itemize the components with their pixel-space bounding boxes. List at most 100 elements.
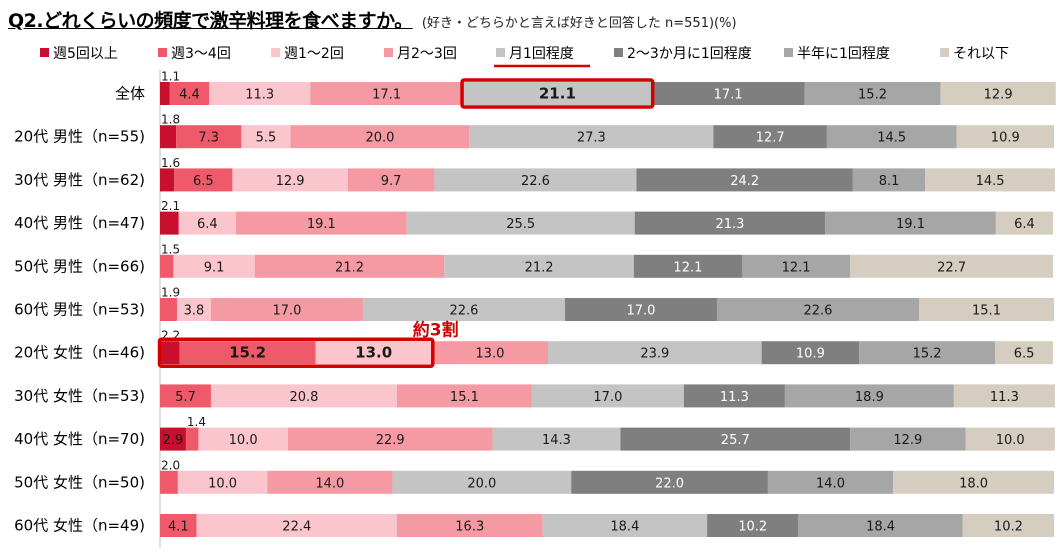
highlight-box-1 bbox=[157, 337, 435, 368]
bar-segment bbox=[798, 514, 963, 537]
value-label: 4.4 bbox=[179, 88, 200, 103]
bar-segment bbox=[160, 254, 174, 278]
value-label: 7.3 bbox=[198, 131, 219, 146]
bar-segment bbox=[178, 211, 236, 235]
value-label: 14.0 bbox=[816, 476, 845, 491]
value-label: 10.0 bbox=[996, 433, 1025, 448]
bar-segment bbox=[177, 470, 268, 494]
bar-segment bbox=[683, 384, 785, 408]
bar-segment bbox=[160, 514, 197, 537]
value-label: 6.4 bbox=[1014, 217, 1035, 232]
legend-label-6: 半年に1回程度 bbox=[797, 46, 890, 62]
category-label: 40代 女性（n=70) bbox=[14, 430, 145, 448]
legend-swatch-4 bbox=[496, 48, 505, 57]
value-label: 18.4 bbox=[610, 520, 639, 535]
legend-swatch-1 bbox=[158, 48, 167, 57]
bar-segment bbox=[406, 211, 635, 235]
bar-segment bbox=[196, 514, 397, 537]
value-label: 13.0 bbox=[355, 344, 392, 362]
bar-segment bbox=[396, 384, 532, 408]
value-label: 25.5 bbox=[506, 217, 535, 232]
value-label: 15.2 bbox=[858, 88, 887, 103]
bar-segment bbox=[620, 427, 851, 451]
bar-segment bbox=[173, 254, 255, 278]
bar-segment bbox=[713, 125, 827, 149]
value-label: 10.2 bbox=[994, 520, 1023, 535]
legend-label-0: 週5回以上 bbox=[53, 46, 118, 62]
value-label: 23.9 bbox=[640, 347, 669, 362]
bar-segment bbox=[956, 125, 1054, 149]
value-label: 1.5 bbox=[161, 242, 180, 256]
bar-segment bbox=[826, 125, 957, 149]
value-label: 15.2 bbox=[229, 344, 266, 362]
value-label: 18.9 bbox=[855, 390, 884, 405]
bar-segment bbox=[542, 514, 708, 537]
bar-segment bbox=[707, 514, 799, 537]
value-label: 12.9 bbox=[984, 88, 1013, 103]
value-label: 21.1 bbox=[539, 85, 576, 103]
value-label: 2.0 bbox=[161, 458, 180, 472]
value-label: 13.0 bbox=[475, 347, 504, 362]
bar-segment bbox=[953, 384, 1055, 408]
bar-segment bbox=[176, 125, 242, 149]
value-label: 10.0 bbox=[229, 433, 258, 448]
bar-segment bbox=[850, 427, 966, 451]
value-label: 21.2 bbox=[335, 260, 364, 275]
legend-swatch-0 bbox=[40, 48, 49, 57]
value-label: 17.0 bbox=[593, 390, 622, 405]
bar-segment bbox=[634, 211, 826, 235]
bar-segment bbox=[392, 470, 572, 494]
bar-segment bbox=[434, 168, 637, 192]
bar-segment bbox=[547, 341, 762, 365]
category-label: 50代 男性（n=66) bbox=[14, 257, 145, 275]
legend-swatch-3 bbox=[384, 48, 393, 57]
highlight-box-0 bbox=[460, 78, 655, 109]
category-label: 50代 女性（n=50) bbox=[14, 473, 145, 491]
bar-segment bbox=[160, 82, 170, 105]
value-label: 11.3 bbox=[720, 390, 749, 405]
bar-segment bbox=[767, 470, 894, 494]
value-label: 11.3 bbox=[245, 88, 274, 103]
bar-segment bbox=[850, 254, 1054, 278]
value-label: 22.0 bbox=[655, 476, 684, 491]
annotation-label: 約3割 bbox=[413, 320, 459, 341]
category-label: 全体 bbox=[115, 85, 145, 103]
value-label: 22.9 bbox=[376, 433, 405, 448]
bar-segment bbox=[531, 384, 684, 408]
value-label: 20.8 bbox=[289, 390, 318, 405]
legend-label-2: 週1～2回 bbox=[284, 46, 344, 62]
chart-subtitle: (好き・どちらかと言えば好きと回答した n=551)(%) bbox=[421, 16, 737, 31]
value-label: 9.7 bbox=[381, 174, 402, 189]
value-label: 6.4 bbox=[197, 217, 218, 232]
bar-segment bbox=[235, 211, 407, 235]
bar-segment bbox=[571, 470, 768, 494]
category-label: 30代 女性（n=53) bbox=[14, 387, 145, 405]
chart-title: Q2.どれくらいの頻度で激辛料理を食べますか。 bbox=[8, 10, 413, 32]
bar-segment bbox=[169, 82, 210, 105]
value-label: 1.1 bbox=[161, 70, 180, 84]
value-label: 20.0 bbox=[467, 476, 496, 491]
value-label: 10.9 bbox=[991, 131, 1020, 146]
value-label: 5.7 bbox=[175, 390, 196, 405]
bar-segment bbox=[315, 341, 432, 365]
value-label: 6.5 bbox=[193, 174, 214, 189]
bar-segment bbox=[396, 514, 543, 537]
value-label: 20.0 bbox=[365, 131, 394, 146]
value-label: 6.5 bbox=[1014, 347, 1035, 362]
value-label: 14.5 bbox=[877, 131, 906, 146]
value-label: 10.2 bbox=[738, 520, 767, 535]
value-label: 14.0 bbox=[315, 476, 344, 491]
bar-segment bbox=[893, 470, 1054, 494]
value-label: 10.9 bbox=[796, 347, 825, 362]
bar-segment bbox=[761, 341, 860, 365]
value-label: 1.9 bbox=[161, 286, 180, 300]
value-label: 17.1 bbox=[372, 88, 401, 103]
bar-segment bbox=[362, 298, 565, 321]
bar-segment bbox=[492, 427, 621, 451]
title-row: Q2.どれくらいの頻度で激辛料理を食べますか。 (好き・どちらかと言えば好きと回… bbox=[8, 6, 737, 36]
value-label: 22.6 bbox=[804, 304, 833, 319]
value-label: 4.1 bbox=[168, 520, 189, 535]
value-label: 22.6 bbox=[521, 174, 550, 189]
value-label: 25.7 bbox=[721, 433, 750, 448]
value-label: 9.1 bbox=[204, 260, 225, 275]
